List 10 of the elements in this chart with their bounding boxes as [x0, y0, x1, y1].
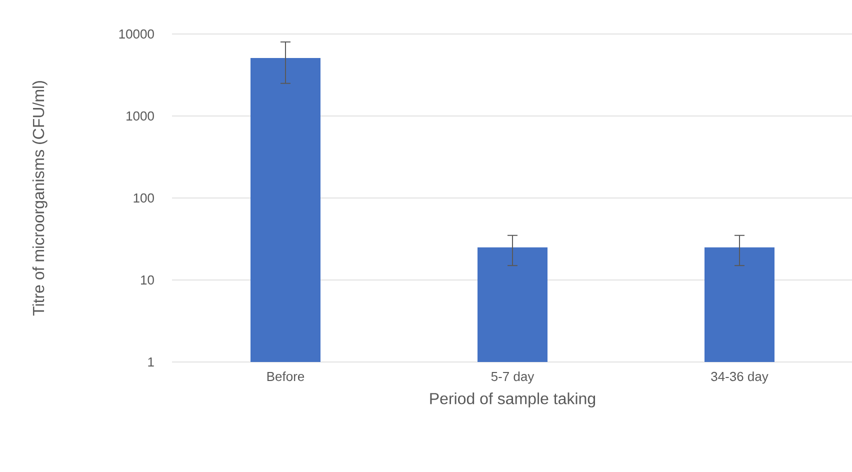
y-tick-label: 1000 — [126, 111, 154, 121]
y-tick-label: 1 — [148, 358, 154, 366]
y-tick-label: 10 — [140, 275, 154, 285]
x-tick-label: Before — [267, 372, 304, 382]
y-tick-label: 100 — [134, 193, 154, 203]
y-axis-title: Titre of microorganisms (CFU/ml) — [32, 81, 48, 316]
x-tick-label: 5-7 day — [491, 372, 534, 384]
x-axis-title: Period of sample taking — [430, 392, 596, 408]
y-tick-label: 10000 — [119, 29, 154, 39]
x-tick-label: 34-36 day — [711, 372, 768, 384]
